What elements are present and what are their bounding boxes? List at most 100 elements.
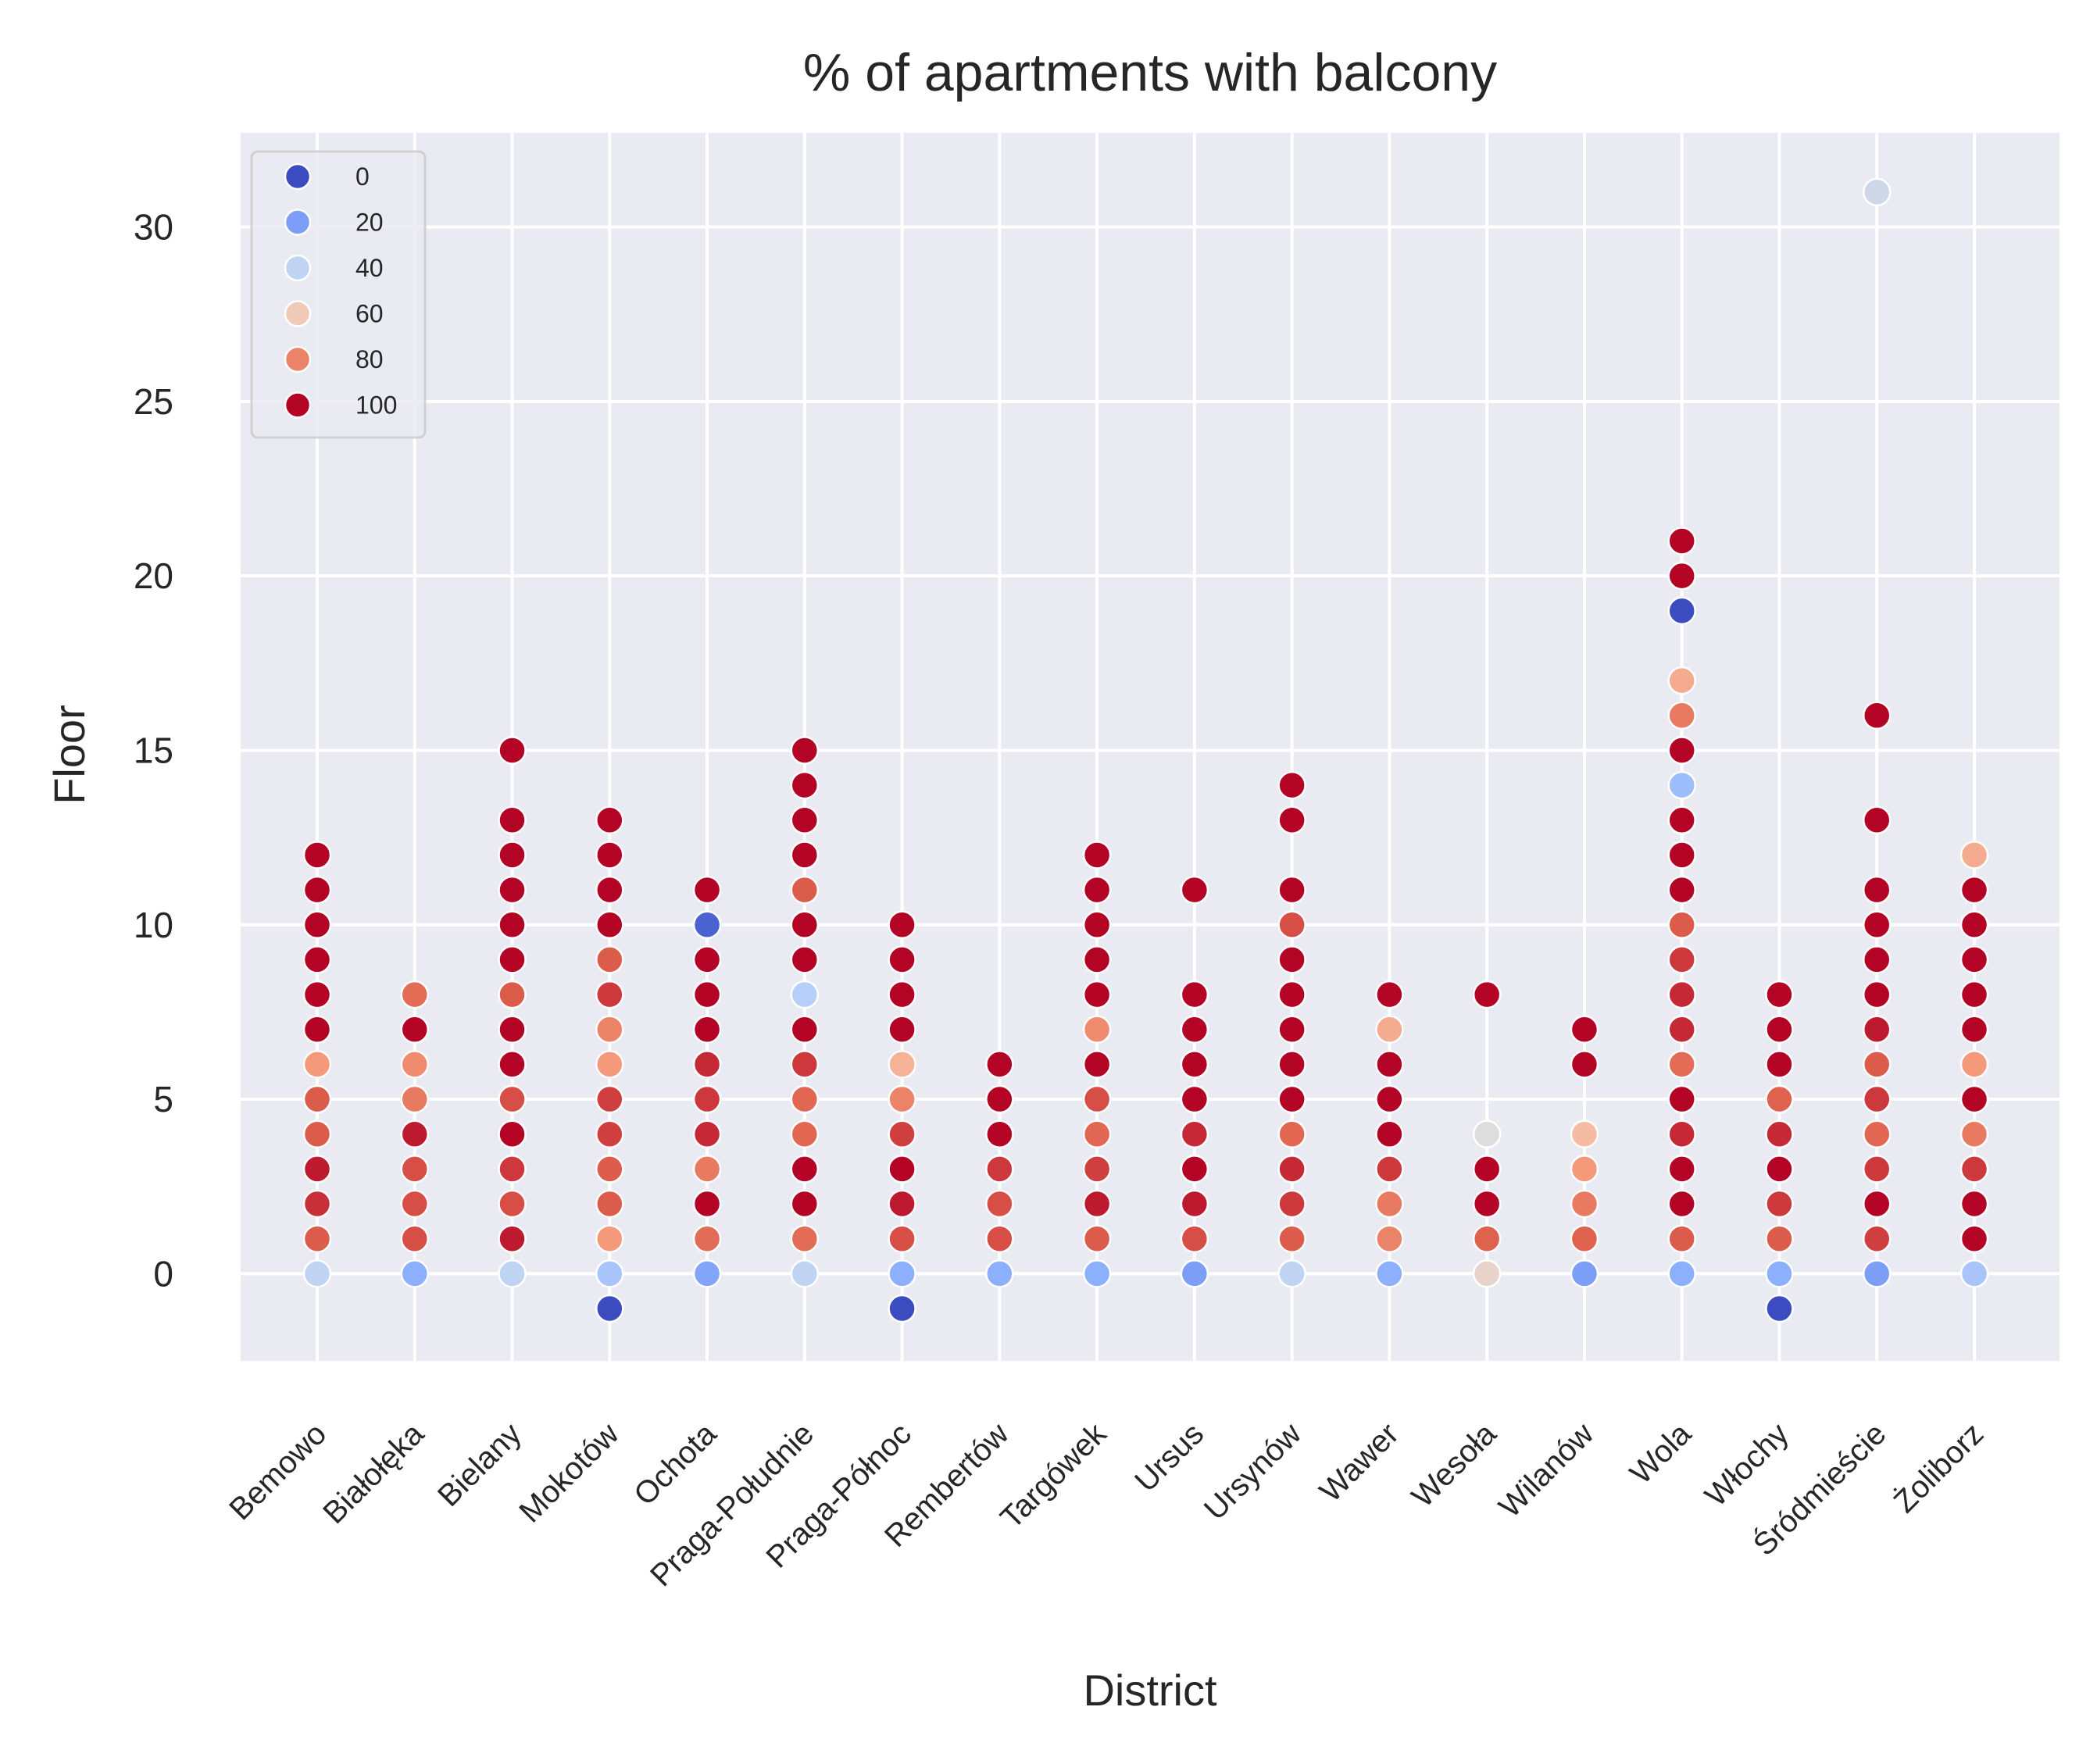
scatter-point: [1667, 1224, 1696, 1253]
scatter-point: [1667, 736, 1696, 765]
scatter-point: [985, 1224, 1014, 1253]
scatter-point: [1959, 910, 1989, 940]
scatter-point: [1667, 910, 1696, 940]
scatter-point: [1180, 980, 1209, 1009]
scatter-point: [595, 1259, 624, 1288]
scatter-point: [1570, 1050, 1599, 1079]
scatter-point: [498, 945, 527, 974]
plot-area: [241, 133, 2059, 1361]
scatter-point: [302, 1224, 332, 1253]
y-tick-label: 20: [134, 555, 173, 596]
scatter-point: [692, 910, 722, 940]
scatter-point: [1862, 1189, 1892, 1219]
scatter-point: [1862, 1084, 1892, 1114]
scatter-point: [1277, 1050, 1306, 1079]
y-tick-label: 5: [153, 1079, 173, 1119]
scatter-point: [1180, 1155, 1209, 1184]
scatter-point: [1570, 1259, 1599, 1288]
scatter-point: [1862, 910, 1892, 940]
scatter-point: [400, 1119, 430, 1148]
scatter-point: [888, 1224, 916, 1253]
scatter-point: [400, 980, 430, 1009]
scatter-point: [400, 1155, 430, 1184]
scatter-point: [1180, 875, 1209, 905]
scatter-point: [1667, 980, 1696, 1009]
scatter-point: [985, 1189, 1014, 1219]
scatter-point: [302, 1015, 332, 1044]
scatter-point: [1765, 1224, 1794, 1253]
scatter-point: [1375, 1015, 1404, 1044]
scatter-point: [692, 1189, 722, 1219]
scatter-point: [1862, 177, 1892, 207]
scatter-point: [595, 875, 624, 905]
scatter-point: [302, 945, 332, 974]
scatter-point: [1277, 1155, 1306, 1184]
scatter-point: [1862, 945, 1892, 974]
scatter-point: [1277, 875, 1306, 905]
scatter-point: [1375, 1155, 1404, 1184]
scatter-point: [1472, 1259, 1502, 1288]
scatter-point: [1765, 1050, 1794, 1079]
scatter-point: [888, 1119, 916, 1148]
scatter-point: [1375, 1189, 1404, 1219]
scatter-point: [595, 980, 624, 1009]
scatter-point: [1082, 1084, 1112, 1114]
scatter-point: [498, 1259, 527, 1288]
scatter-point: [1277, 1015, 1306, 1044]
scatter-point: [790, 1189, 820, 1219]
scatter-point: [692, 1084, 722, 1114]
scatter-point: [1667, 701, 1696, 730]
scatter-point: [1765, 1119, 1794, 1148]
scatter-point: [1082, 1189, 1112, 1219]
scatter-point: [595, 910, 624, 940]
scatter-point: [1375, 1084, 1404, 1114]
scatter-point: [302, 1155, 332, 1184]
scatter-point: [498, 841, 527, 870]
scatter-point: [1180, 1224, 1209, 1253]
x-axis-label: District: [1083, 1666, 1217, 1715]
scatter-point: [1667, 666, 1696, 695]
scatter-point: [1570, 1119, 1599, 1148]
legend-marker: [284, 345, 312, 373]
scatter-point: [985, 1259, 1014, 1288]
scatter-point: [1765, 980, 1794, 1009]
scatter-point: [790, 1015, 820, 1044]
scatter-point: [1667, 945, 1696, 974]
scatter-point: [302, 1259, 332, 1288]
legend-marker: [284, 162, 312, 191]
scatter-point: [1667, 1155, 1696, 1184]
scatter-point: [888, 1050, 916, 1079]
scatter-point: [1180, 1015, 1209, 1044]
scatter-point: [498, 736, 527, 765]
scatter-point: [790, 1224, 820, 1253]
scatter-point: [1667, 770, 1696, 800]
scatter-point: [692, 980, 722, 1009]
scatter-point: [790, 1259, 820, 1288]
scatter-point: [1959, 980, 1989, 1009]
scatter-point: [1375, 1224, 1404, 1253]
scatter-point: [1277, 1084, 1306, 1114]
scatter-point: [1959, 1119, 1989, 1148]
scatter-point: [498, 1015, 527, 1044]
scatter-point: [692, 1015, 722, 1044]
scatter-point: [595, 1050, 624, 1079]
scatter-point: [595, 1015, 624, 1044]
scatter-point: [400, 1050, 430, 1079]
scatter-point: [1862, 1224, 1892, 1253]
scatter-point: [1082, 1224, 1112, 1253]
scatter-point: [790, 841, 820, 870]
scatter-point: [302, 1189, 332, 1219]
legend-frame: [250, 150, 427, 439]
y-axis-label: Floor: [45, 705, 94, 805]
scatter-point: [1472, 1224, 1502, 1253]
scatter-point: [692, 1050, 722, 1079]
scatter-point: [1472, 1119, 1502, 1148]
legend: 0 20 40 60 80 100: [250, 150, 427, 439]
scatter-point: [888, 945, 916, 974]
scatter-point: [1082, 875, 1112, 905]
scatter-point: [790, 875, 820, 905]
y-tick-label: 30: [134, 207, 173, 248]
scatter-point: [1862, 875, 1892, 905]
legend-label: 80: [355, 345, 384, 373]
scatter-point: [1667, 527, 1696, 555]
